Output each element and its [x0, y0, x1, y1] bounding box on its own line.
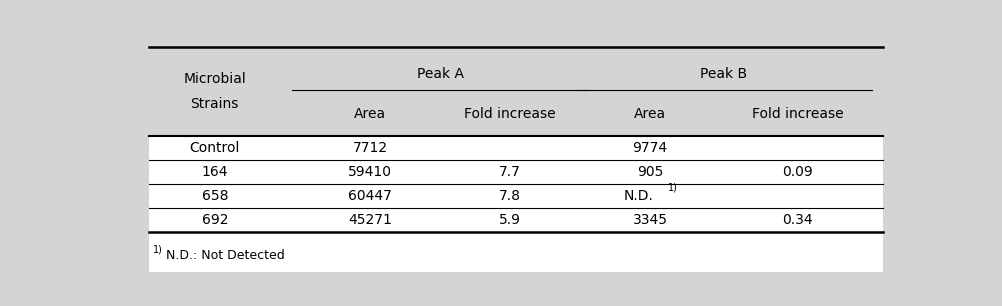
Text: N.D.: N.D.: [623, 189, 652, 203]
Bar: [148, 47, 883, 136]
Text: 1): 1): [152, 245, 162, 255]
Text: Peak A: Peak A: [416, 67, 463, 81]
Text: Fold increase: Fold increase: [464, 107, 555, 121]
Text: 7.7: 7.7: [499, 165, 521, 179]
Text: 658: 658: [201, 189, 227, 203]
Bar: [148, 232, 883, 272]
Text: Control: Control: [189, 141, 239, 155]
Text: 164: 164: [201, 165, 227, 179]
Text: 905: 905: [636, 165, 662, 179]
Text: Microbial: Microbial: [183, 72, 245, 86]
Text: 692: 692: [201, 213, 227, 227]
Text: 0.09: 0.09: [782, 165, 813, 179]
Text: 9774: 9774: [632, 141, 667, 155]
Text: 1): 1): [667, 182, 677, 192]
Text: 7712: 7712: [353, 141, 388, 155]
Text: N.D.: Not Detected: N.D.: Not Detected: [165, 249, 285, 262]
Text: Strains: Strains: [190, 97, 238, 111]
Text: Area: Area: [354, 107, 386, 121]
Text: 3345: 3345: [632, 213, 667, 227]
Text: 7.8: 7.8: [499, 189, 521, 203]
Text: Area: Area: [633, 107, 665, 121]
Text: 5.9: 5.9: [499, 213, 521, 227]
Text: 0.34: 0.34: [782, 213, 813, 227]
Text: 60447: 60447: [348, 189, 392, 203]
Text: 59410: 59410: [348, 165, 392, 179]
Bar: [148, 136, 883, 232]
Text: Fold increase: Fold increase: [752, 107, 843, 121]
Text: Peak B: Peak B: [699, 67, 746, 81]
Text: 45271: 45271: [348, 213, 392, 227]
